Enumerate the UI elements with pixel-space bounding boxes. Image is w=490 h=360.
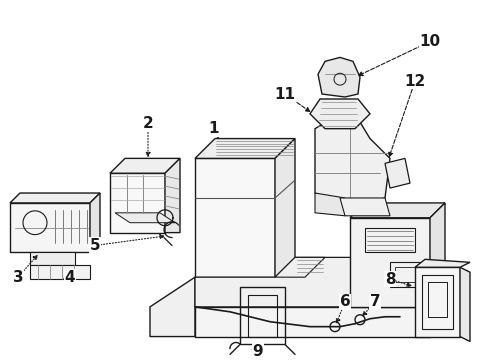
Text: 7: 7 bbox=[369, 294, 380, 309]
Polygon shape bbox=[115, 213, 175, 223]
Polygon shape bbox=[318, 57, 360, 97]
Polygon shape bbox=[415, 267, 460, 337]
Polygon shape bbox=[10, 203, 90, 252]
Text: 1: 1 bbox=[209, 121, 219, 136]
Polygon shape bbox=[10, 193, 100, 203]
Polygon shape bbox=[110, 173, 165, 233]
Text: 5: 5 bbox=[90, 238, 100, 253]
Text: 3: 3 bbox=[13, 270, 24, 285]
Text: 11: 11 bbox=[274, 86, 295, 102]
Polygon shape bbox=[150, 277, 195, 337]
Text: 10: 10 bbox=[419, 34, 441, 49]
Polygon shape bbox=[110, 158, 180, 173]
Polygon shape bbox=[275, 257, 325, 277]
Polygon shape bbox=[195, 139, 295, 158]
Polygon shape bbox=[195, 257, 430, 307]
Polygon shape bbox=[430, 203, 445, 307]
Text: 2: 2 bbox=[143, 116, 153, 131]
Text: 9: 9 bbox=[253, 344, 263, 359]
Polygon shape bbox=[460, 267, 470, 342]
Polygon shape bbox=[340, 198, 390, 216]
Polygon shape bbox=[385, 158, 410, 188]
Polygon shape bbox=[90, 193, 100, 252]
Polygon shape bbox=[310, 99, 370, 129]
Text: 8: 8 bbox=[385, 272, 395, 287]
Text: 4: 4 bbox=[65, 270, 75, 285]
Polygon shape bbox=[30, 252, 75, 265]
Polygon shape bbox=[165, 158, 180, 233]
Text: 6: 6 bbox=[340, 294, 350, 309]
Polygon shape bbox=[315, 114, 390, 208]
Polygon shape bbox=[30, 265, 90, 279]
Text: 12: 12 bbox=[404, 74, 426, 89]
Polygon shape bbox=[195, 307, 430, 337]
Polygon shape bbox=[415, 259, 470, 267]
Polygon shape bbox=[315, 193, 345, 216]
Polygon shape bbox=[195, 158, 275, 277]
Polygon shape bbox=[350, 218, 430, 307]
Polygon shape bbox=[275, 139, 295, 277]
Polygon shape bbox=[350, 203, 445, 218]
